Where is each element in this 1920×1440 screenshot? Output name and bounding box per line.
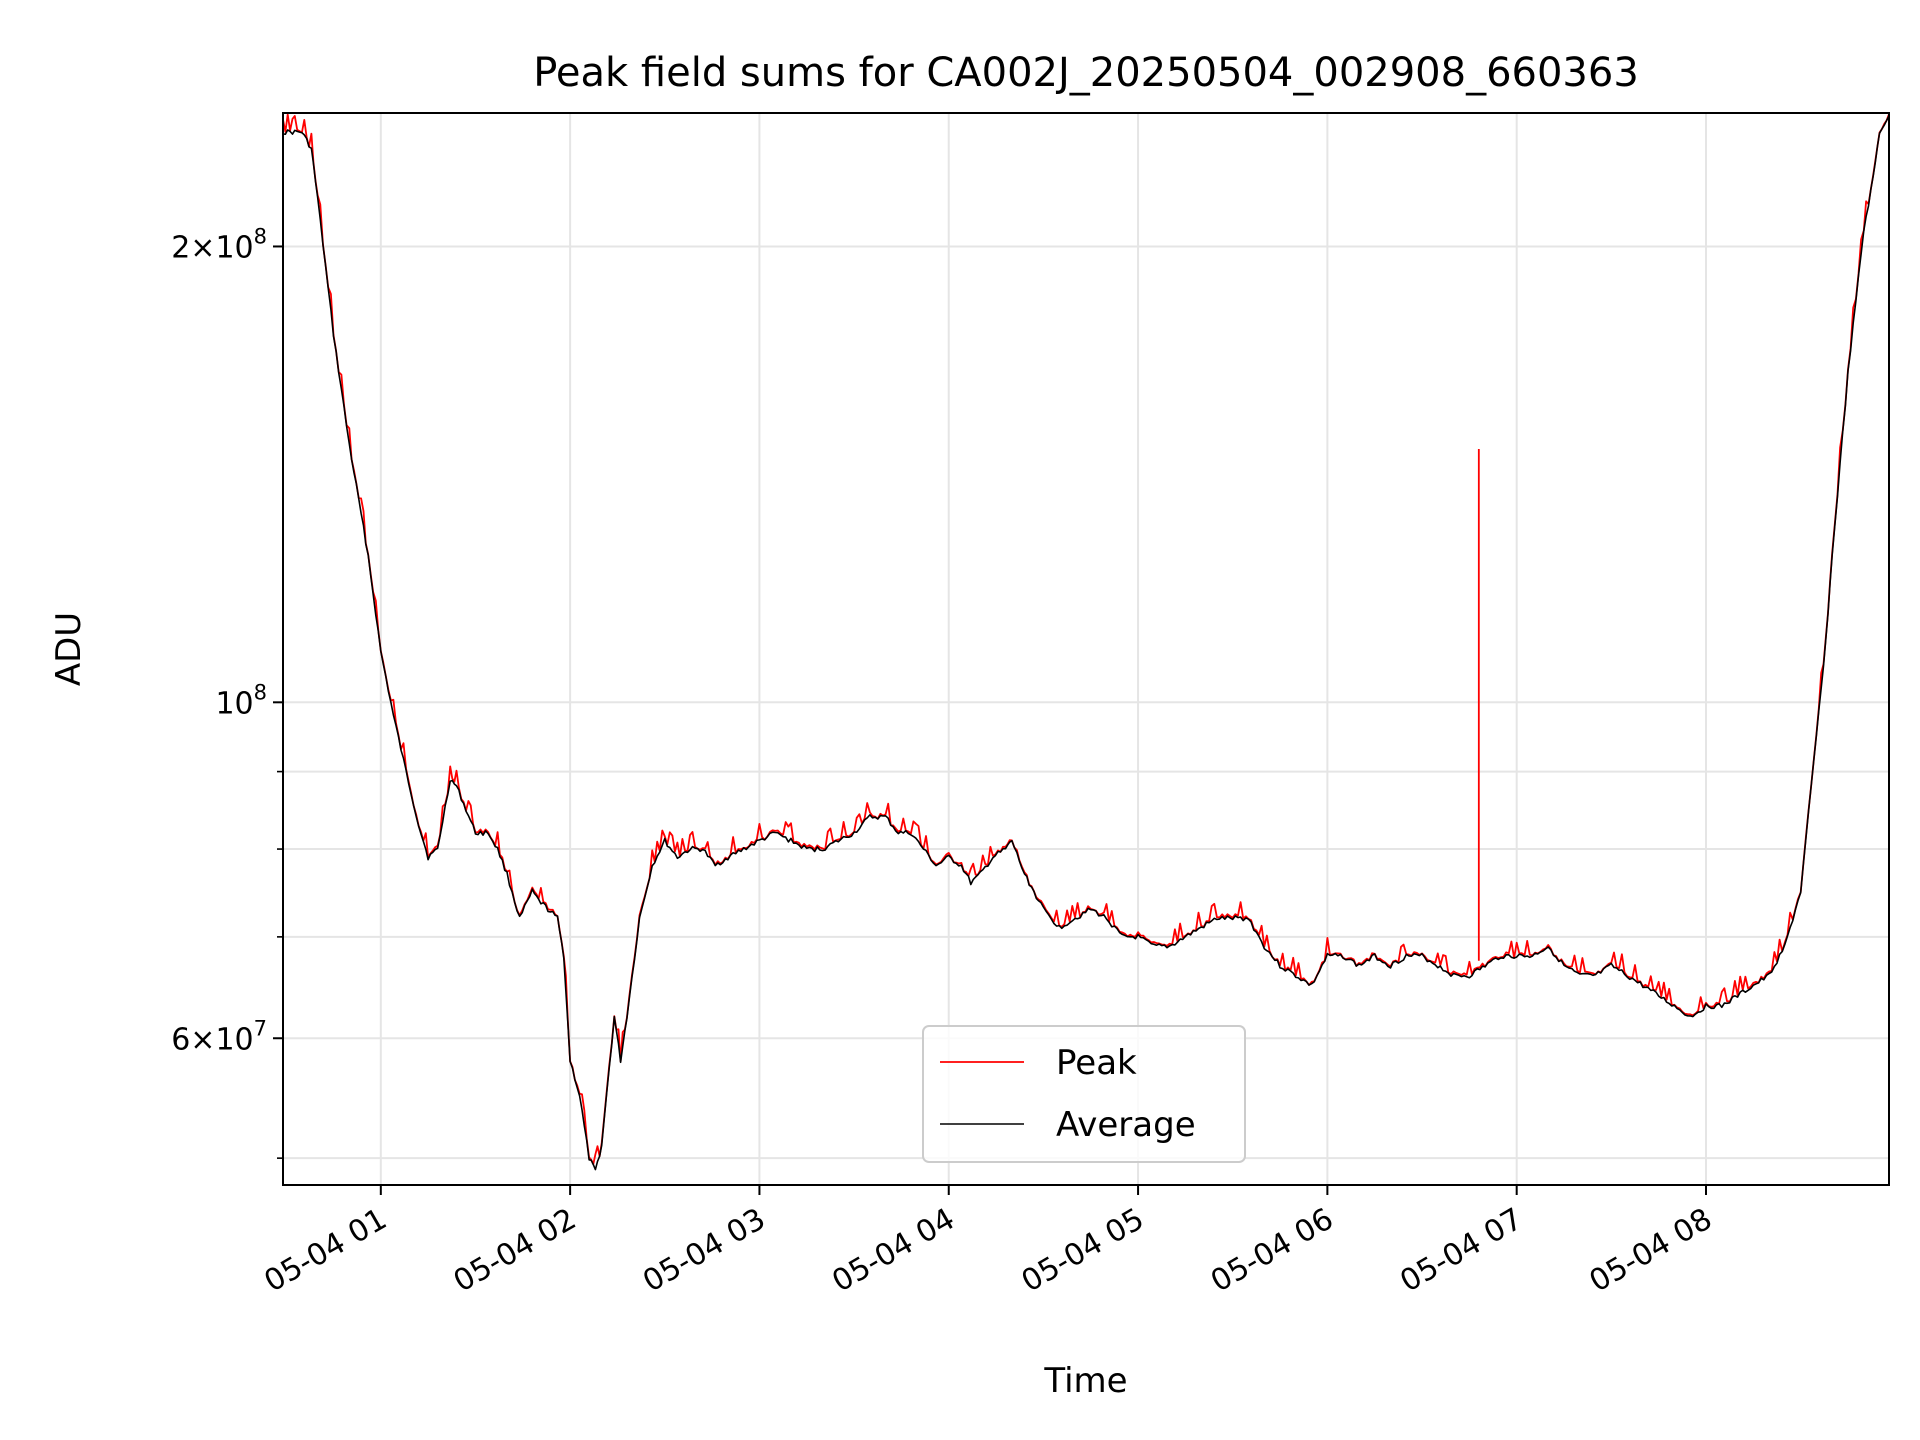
y-tick-label: 6×107 <box>171 1016 267 1057</box>
y-tick-label: 108 <box>215 680 267 721</box>
grid <box>283 113 1889 1185</box>
legend-label-peak: Peak <box>1056 1043 1137 1083</box>
x-axis-label: Time <box>1043 1361 1127 1401</box>
y-axis-label: ADU <box>49 612 89 686</box>
plot-frame <box>282 112 1890 1186</box>
legend-box <box>922 1025 1246 1163</box>
legend: Peak Average <box>922 1025 1246 1163</box>
y-tick-label: 2×108 <box>171 224 267 265</box>
series-line-average <box>283 115 1889 1171</box>
y-major-ticks: 6×107 108 2×108 <box>171 224 283 1057</box>
plot-area <box>283 113 1889 1171</box>
legend-label-average: Average <box>1056 1105 1196 1145</box>
series-line-peak <box>283 113 1889 1166</box>
chart-title: Peak field sums for CA002J_20250504_0029… <box>533 50 1639 96</box>
